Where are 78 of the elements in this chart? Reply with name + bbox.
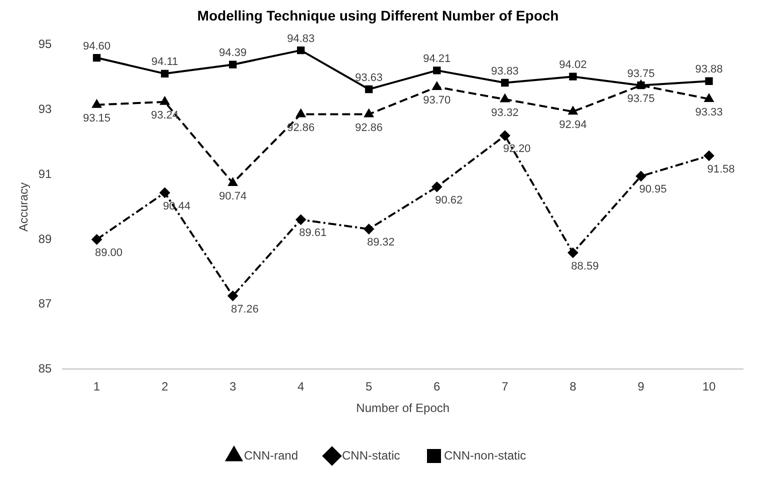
point [364, 224, 374, 234]
chart-title: Modelling Technique using Different Number of Epoch [197, 7, 559, 24]
x-tick-label: 9 [638, 380, 645, 394]
point [297, 46, 305, 54]
data-label: 93.63 [355, 72, 383, 84]
point [569, 72, 577, 80]
point [432, 182, 442, 192]
point [433, 66, 441, 74]
y-tick-label: 95 [38, 37, 52, 52]
data-label: 93.15 [82, 112, 111, 124]
point [92, 54, 101, 62]
legend-label: CNN-static [342, 448, 400, 462]
point [92, 100, 102, 108]
data-label: 92.94 [559, 119, 587, 132]
y-tick-label: 91 [38, 166, 52, 181]
point [160, 96, 170, 105]
point [432, 82, 442, 90]
y-tick-label: 87 [38, 296, 52, 311]
data-label: 93.75 [627, 68, 655, 80]
x-tick-label: 8 [570, 380, 577, 394]
data-label: 89.32 [367, 236, 395, 249]
data-label: 93.32 [491, 106, 519, 119]
point [704, 94, 714, 102]
data-label: 87.26 [231, 303, 259, 316]
x-tick-label: 4 [297, 380, 304, 394]
point [160, 70, 169, 78]
x-tick-label: 5 [366, 380, 373, 394]
data-label: 94.02 [559, 59, 587, 72]
point [296, 109, 306, 118]
data-label: 90.62 [435, 194, 463, 206]
data-label: 94.83 [287, 32, 315, 45]
data-label: 93.88 [695, 64, 723, 76]
x-axis-title: Number of Epoch [356, 401, 450, 416]
point [228, 60, 237, 68]
point [704, 150, 714, 161]
legend-label: CNN-rand [244, 448, 298, 462]
point [500, 94, 510, 102]
point [636, 171, 646, 182]
x-tick-label: 10 [702, 380, 716, 394]
point [568, 248, 578, 258]
data-label: 94.11 [151, 56, 178, 68]
y-tick-label: 93 [38, 102, 52, 116]
data-label: 88.59 [571, 260, 599, 272]
point [228, 178, 238, 186]
data-label: 89.61 [299, 227, 327, 240]
y-tick-label: 85 [38, 362, 52, 376]
data-label: 91.58 [707, 163, 735, 176]
point [568, 106, 578, 115]
point [365, 85, 373, 94]
data-label: 93.75 [627, 92, 655, 105]
x-tick-label: 2 [161, 380, 168, 394]
data-label: 89.00 [94, 246, 123, 259]
data-label: 93.83 [491, 65, 519, 78]
data-label: 93.70 [423, 94, 451, 107]
data-label: 94.21 [423, 52, 451, 65]
x-tick-label: 7 [502, 380, 509, 394]
point [500, 130, 510, 141]
point [92, 234, 102, 244]
point [705, 77, 713, 85]
data-label: 94.39 [219, 47, 247, 60]
legend-label: CNN-non-static [444, 448, 526, 462]
x-tick-label: 6 [434, 380, 441, 394]
data-label: 90.74 [219, 190, 247, 203]
point [160, 188, 170, 198]
data-label: 93.33 [695, 106, 723, 119]
data-label: 92.86 [355, 122, 383, 134]
x-tick-label: 1 [93, 380, 100, 394]
point [228, 290, 238, 301]
point [296, 214, 306, 225]
data-label: 94.60 [82, 40, 111, 52]
data-label: 90.95 [639, 184, 667, 196]
data-label: 92.86 [287, 122, 315, 134]
point [501, 78, 509, 87]
y-axis-title: Accuracy [16, 182, 31, 232]
x-tick-label: 3 [229, 380, 236, 394]
data-label: 92.20 [503, 143, 531, 156]
point [364, 109, 374, 118]
y-tick-label: 89 [38, 232, 52, 246]
